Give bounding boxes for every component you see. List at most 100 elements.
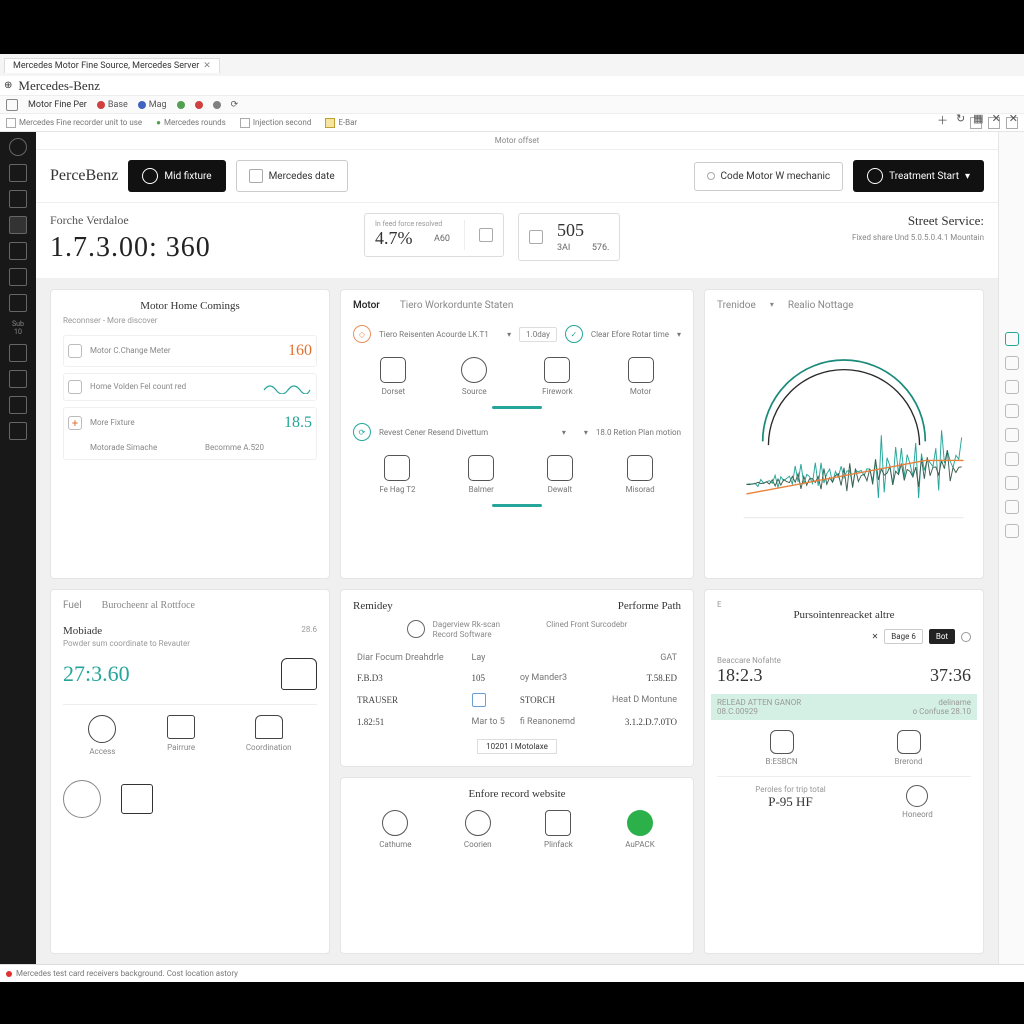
app-icon[interactable] <box>6 99 18 111</box>
nav-icon[interactable] <box>9 164 27 182</box>
action-tile[interactable]: AuPACK <box>625 810 655 849</box>
tab[interactable]: Tiero Workordunte Staten <box>400 300 514 311</box>
tool-icon[interactable] <box>1005 404 1019 418</box>
action-button[interactable]: Treatment Start ▾ <box>853 160 984 192</box>
dot-icon <box>138 101 146 109</box>
tool-icon[interactable] <box>1005 524 1019 538</box>
browser-tab[interactable]: Mercedes Motor Fine Source, Mercedes Ser… <box>4 58 220 73</box>
action-tile[interactable]: Misorad <box>626 455 655 494</box>
bookmark-item[interactable] <box>177 101 185 109</box>
nav-icon[interactable] <box>9 190 27 208</box>
tab[interactable]: Trenidoe <box>717 300 756 311</box>
bookmark-label[interactable]: Motor Fine Per <box>28 100 87 110</box>
ribbon-item[interactable]: E-Bar <box>325 118 357 128</box>
action-tile[interactable]: Access <box>88 715 116 756</box>
chevron-down-icon[interactable]: ▾ <box>507 330 511 339</box>
page-icon <box>479 228 493 242</box>
bookmark-item[interactable]: Base <box>97 100 128 110</box>
page-title: Mercedes-Benz <box>18 78 100 94</box>
chevron-down-icon[interactable]: ▾ <box>770 300 774 311</box>
ribbon-item[interactable]: ●Mercedes rounds <box>156 118 226 127</box>
secondary-button[interactable]: Mercedes date <box>236 160 348 192</box>
tool-icon[interactable] <box>1005 500 1019 514</box>
radio-icon[interactable] <box>961 632 971 642</box>
chevron-down-icon[interactable]: ▾ <box>584 428 588 437</box>
new-tab-icon[interactable]: ＋ <box>937 112 948 128</box>
action-tile[interactable]: Cathume <box>379 810 411 849</box>
metric-value: 1.7.3.00: 360 <box>50 232 350 264</box>
nav-icon[interactable] <box>9 294 27 312</box>
action-tile[interactable]: Pairrure <box>167 715 195 756</box>
pager-button[interactable]: Bage 6 <box>884 629 923 644</box>
close-icon[interactable]: ✕ <box>1009 112 1018 128</box>
action-tile[interactable]: Brerond <box>895 730 923 766</box>
action-tile[interactable]: Balmer <box>468 455 494 494</box>
tab[interactable]: Burocheenr al Rottfoce <box>102 600 195 611</box>
tab[interactable]: Fuel <box>63 600 82 611</box>
cycle-icon: ⟳ <box>353 423 371 441</box>
primary-button[interactable]: Mid fixture <box>128 160 225 192</box>
tool-icon[interactable] <box>1005 428 1019 442</box>
bookmark-item[interactable]: Mag <box>138 100 167 110</box>
grid-icon[interactable]: ▦ <box>973 112 983 128</box>
table-row: F.B.D3105oy Mander3T.58.ED <box>355 669 679 687</box>
bookmark-item[interactable] <box>213 101 221 109</box>
tool-icon[interactable] <box>1005 332 1019 346</box>
action-tile[interactable]: B:ESBCN <box>765 730 797 766</box>
nav-icon[interactable] <box>9 344 27 362</box>
pager-button[interactable]: Bot <box>929 629 955 644</box>
reload-icon: ⟳ <box>231 100 239 110</box>
icon-row: Access Pairrure Coordination <box>63 704 317 756</box>
close-icon[interactable]: ✕ <box>992 112 1001 128</box>
footer-button[interactable]: 10201 I Motolaxe <box>477 739 557 754</box>
chevron-down-icon[interactable]: ▾ <box>562 428 566 437</box>
tool-icon[interactable] <box>1005 356 1019 370</box>
bookmark-item[interactable] <box>195 101 203 109</box>
action-tile[interactable]: Firework <box>542 357 573 396</box>
chevron-down-icon[interactable]: ▾ <box>677 330 681 339</box>
tool-icon[interactable] <box>1005 452 1019 466</box>
nav-icon[interactable] <box>9 216 27 234</box>
icon-row: Cathume Coorien Plinfack AuPACK <box>353 810 681 849</box>
action-tile[interactable]: Dorset <box>380 357 406 396</box>
ribbon-item[interactable]: Injection second <box>240 118 312 128</box>
close-icon[interactable]: ✕ <box>872 632 879 641</box>
tool-icon[interactable] <box>1005 476 1019 490</box>
nav-icon[interactable] <box>9 268 27 286</box>
status-pill[interactable]: Code Motor W mechanic <box>694 162 844 191</box>
tab-title: Mercedes Motor Fine Source, Mercedes Ser… <box>13 61 199 71</box>
action-tile[interactable]: Source <box>461 357 487 396</box>
box-icon <box>384 455 410 481</box>
nav-label: Sub10 <box>12 320 24 336</box>
stat-value: 576. <box>592 243 610 253</box>
remidey-card: Remidey Performe Path Dagerview Rk-scan … <box>340 589 694 767</box>
nav-icon[interactable] <box>9 242 27 260</box>
card-tabs: Fuel Burocheenr al Rottfoce <box>63 600 317 611</box>
doc-icon <box>6 118 16 128</box>
chat-icon[interactable] <box>121 784 153 814</box>
target-icon <box>867 168 883 184</box>
ribbon-item[interactable]: Mercedes Fine recorder unit to use <box>6 118 142 128</box>
tab[interactable]: Motor <box>353 300 380 311</box>
action-tile[interactable]: Dewalt <box>547 455 573 494</box>
action-tile[interactable]: Coordination <box>246 715 292 756</box>
people-icon <box>465 810 491 836</box>
box-icon <box>167 715 195 739</box>
action-tile[interactable]: Coorien <box>464 810 492 849</box>
nav-icon[interactable] <box>9 422 27 440</box>
action-tile[interactable]: Motor <box>628 357 654 396</box>
nav-icon[interactable] <box>9 396 27 414</box>
bookmark-item[interactable]: ⟳ <box>231 100 239 110</box>
action-tile[interactable]: Plinfack <box>544 810 573 849</box>
reload-icon[interactable]: ↻ <box>956 112 965 128</box>
action-tile[interactable]: Fe Hag T2 <box>379 455 415 494</box>
tool-icon[interactable] <box>1005 380 1019 394</box>
document-icon <box>380 357 406 383</box>
clock-icon[interactable] <box>9 138 27 156</box>
kv-value: 18:2.3 <box>717 665 781 686</box>
bike-icon <box>770 730 794 754</box>
footer-value: P-95 HF <box>755 794 826 810</box>
tab[interactable]: Realio Nottage <box>788 300 854 311</box>
tab-close-icon[interactable]: ✕ <box>203 61 211 71</box>
nav-icon[interactable] <box>9 370 27 388</box>
